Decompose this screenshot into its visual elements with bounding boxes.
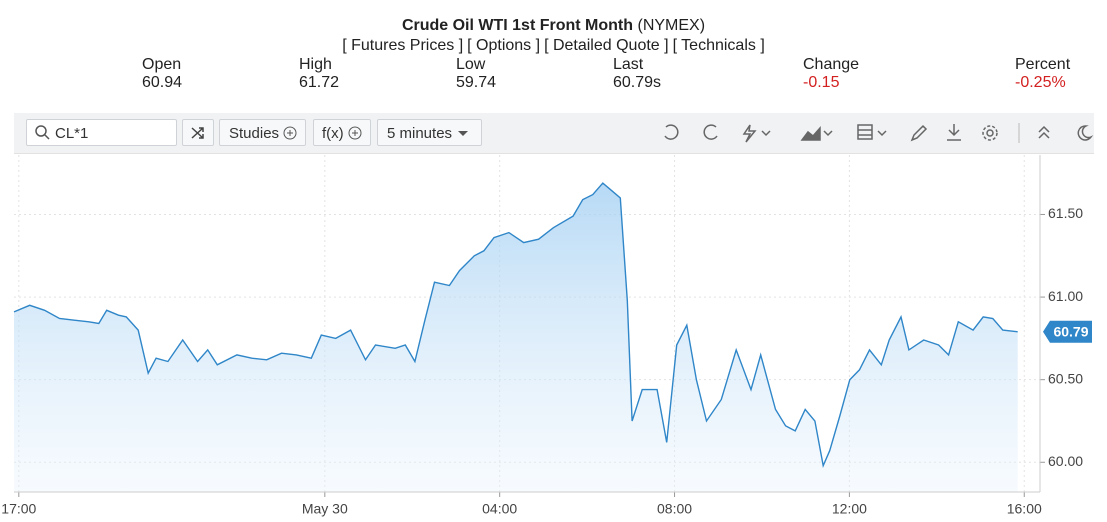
quote-value: 61.72 <box>299 74 340 91</box>
price-line <box>13 182 1018 468</box>
layout-icon[interactable] <box>857 124 873 140</box>
functions-label: f(x) <box>322 125 344 142</box>
studies-label: Studies <box>229 125 280 142</box>
download-icon[interactable] <box>947 124 961 141</box>
title-row: Crude Oil WTI 1st Front Month (NYMEX) <box>0 17 1107 35</box>
interval-select[interactable]: 5 minutes <box>377 119 482 146</box>
quote-label: Last <box>613 56 644 73</box>
caret <box>823 130 833 137</box>
draw-icon[interactable] <box>910 124 928 142</box>
header-link[interactable]: [ Detailed Quote ] <box>544 37 669 54</box>
x-tick-label: 08:00 <box>657 501 692 517</box>
quote-label: Open <box>142 56 182 73</box>
symbol-search[interactable]: CL*1 <box>26 119 177 146</box>
quote-value: -0.25% <box>1015 74 1066 91</box>
caret <box>761 130 771 137</box>
toolbar: CL*1 Studies f(x) 5 minutes <box>14 113 1094 154</box>
header-link[interactable]: [ Options ] <box>467 37 541 54</box>
search-icon <box>35 125 50 140</box>
x-tick-label: 16:00 <box>1007 501 1042 517</box>
caret <box>458 131 468 136</box>
plus-icon <box>348 126 362 140</box>
studies-button[interactable]: Studies <box>219 119 306 146</box>
x-tick-label: May 30 <box>302 501 348 517</box>
undo-icon[interactable] <box>664 124 679 140</box>
caret <box>877 130 887 137</box>
quote-column: Change -0.15 <box>803 56 859 92</box>
quote-label: Percent <box>1015 56 1071 73</box>
quote-value: -0.15 <box>803 74 840 91</box>
settings-icon[interactable] <box>986 129 994 137</box>
quote-value: 59.74 <box>456 74 497 91</box>
x-tick-label: 17:00 <box>1 501 36 517</box>
y-tick-label: 60.00 <box>1048 453 1083 469</box>
chart: 17:00 May 30 04:00 08:00 12:00 16:00 60.00 60.5… <box>1 155 1092 517</box>
toolbar-icons <box>664 123 1094 143</box>
theme-icon[interactable] <box>1077 125 1094 141</box>
plus-icon <box>283 126 297 140</box>
quote-value: 60.94 <box>142 74 183 91</box>
last-price-tag <box>1043 320 1092 343</box>
header-link[interactable]: [ Futures Prices ] <box>342 37 464 54</box>
instrument-title: Crude Oil WTI 1st Front Month <box>401 17 634 34</box>
y-tick-label: 60.50 <box>1048 370 1083 386</box>
quote-column: Last 60.79s <box>613 56 661 92</box>
quote-column: High 61.72 <box>299 56 339 92</box>
quote-value: 60.79s <box>613 74 662 91</box>
quote-label: Change <box>803 56 860 73</box>
symbol: CL*1 <box>55 125 89 142</box>
last-price-label: 60.79 <box>1053 323 1088 339</box>
quote-label: High <box>299 56 332 73</box>
y-tick-label: 61.50 <box>1048 205 1083 221</box>
compare-button[interactable] <box>182 119 214 146</box>
x-tick-label: 12:00 <box>832 501 867 517</box>
interval-label: 5 minutes <box>387 125 453 142</box>
functions-button[interactable]: f(x) <box>313 119 371 146</box>
y-tick-label: 61.00 <box>1048 288 1083 304</box>
collapse-icon[interactable] <box>1038 125 1050 139</box>
links: [ Futures Prices ][ Options ][ Detailed … <box>0 37 1107 55</box>
events-icon[interactable] <box>742 124 757 143</box>
x-tick-label: 04:00 <box>482 501 517 517</box>
exchange: (NYMEX) <box>637 17 706 34</box>
quote-label: Low <box>456 56 486 73</box>
header-link[interactable]: [ Technicals ] <box>672 37 765 54</box>
chart-type-icon[interactable] <box>800 126 821 141</box>
quote-column: Low 59.74 <box>456 56 496 92</box>
shuffle-icon <box>191 127 204 139</box>
quote-column: Open 60.94 <box>142 56 182 92</box>
area-fill <box>14 183 1018 492</box>
redo-icon[interactable] <box>703 124 718 140</box>
quote-column: Percent -0.25% <box>1015 56 1070 92</box>
